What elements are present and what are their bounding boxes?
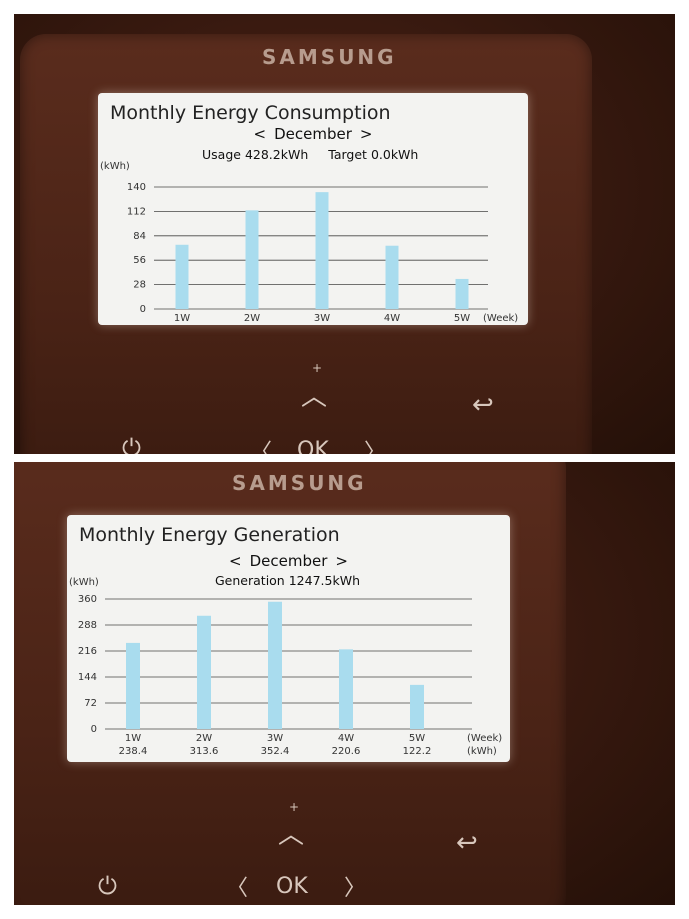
- y-axis-label: (kWh): [100, 161, 130, 172]
- prev-month-button[interactable]: <: [229, 552, 242, 570]
- x-tick-label: 2W: [196, 733, 212, 744]
- value-label: 122.2: [403, 746, 432, 757]
- summary-line: Usage 428.2kWh Target 0.0kWh: [202, 147, 422, 162]
- y-tick-label: 140: [127, 182, 146, 193]
- target-value: 0.0kWh: [370, 147, 419, 162]
- screen-title: Monthly Energy Generation: [79, 524, 340, 546]
- y-tick-label: 0: [140, 304, 146, 315]
- x-tick-label: 3W: [314, 313, 330, 324]
- left-arrow-button[interactable]: 〈: [250, 440, 273, 454]
- month-navigator: < December >: [67, 552, 510, 570]
- screen-title: Monthly Energy Consumption: [110, 102, 391, 124]
- next-month-button[interactable]: >: [335, 552, 348, 570]
- x-tick-label: 1W: [125, 733, 141, 744]
- up-arrow-button[interactable]: ︿: [278, 820, 305, 850]
- bar: [339, 649, 353, 729]
- x-tick-label: 2W: [244, 313, 260, 324]
- value-label: 238.4: [119, 746, 148, 757]
- bar: [126, 642, 140, 729]
- plus-icon: +: [289, 800, 300, 814]
- y-tick-label: 360: [78, 594, 97, 605]
- right-arrow-button[interactable]: 〉: [364, 440, 387, 454]
- month-label: December: [249, 552, 328, 570]
- y-tick-label: 0: [91, 724, 97, 735]
- generation-chart: (kWh) 0 72 144 216 288 360 1W 238.4 2W 313.6 3W 352.…: [69, 577, 502, 757]
- right-arrow-button[interactable]: 〉: [344, 876, 367, 901]
- bar: [175, 244, 189, 309]
- back-button[interactable]: ↩: [456, 828, 478, 858]
- x-unit-label: (Week): [483, 313, 518, 324]
- value-unit-label: (kWh): [467, 746, 497, 757]
- y-tick-label: 84: [133, 231, 146, 242]
- x-unit-label: (Week): [467, 733, 502, 744]
- plus-icon: +: [312, 361, 323, 375]
- x-tick-label: 4W: [384, 313, 400, 324]
- usage-value: 428.2kWh: [244, 147, 309, 162]
- y-tick-label: 112: [127, 206, 146, 217]
- bar: [245, 210, 259, 309]
- summary-line: Generation 1247.5kWh: [215, 573, 364, 588]
- value-label: 313.6: [190, 746, 219, 757]
- x-tick-label: 4W: [338, 733, 354, 744]
- consumption-chart: (kWh)02856841121401W73.72W113.23W134.14W…: [100, 161, 518, 324]
- y-tick-label: 288: [78, 620, 97, 631]
- y-tick-label: 56: [133, 255, 146, 266]
- x-tick-label: 1W: [174, 313, 190, 324]
- bar: [268, 601, 282, 729]
- ok-button[interactable]: OK: [297, 438, 329, 454]
- left-arrow-button[interactable]: 〈: [226, 876, 249, 901]
- y-tick-label: 72: [84, 698, 97, 709]
- month-navigator: < December >: [98, 125, 528, 143]
- usage-label: Usage: [202, 147, 241, 162]
- x-tick-label: 3W: [267, 733, 283, 744]
- bar: [455, 278, 469, 309]
- photo-generation: SAMSUNG Monthly Energy Generation < Decem…: [14, 462, 675, 905]
- bar: [385, 245, 399, 309]
- screen-consumption: Monthly Energy Consumption < December > Us…: [98, 93, 528, 325]
- y-tick-label: 28: [133, 280, 146, 291]
- ok-button[interactable]: OK: [276, 874, 308, 899]
- x-tick-label: 5W: [454, 313, 470, 324]
- generation-label: Generation: [215, 573, 285, 588]
- y-axis-label: (kWh): [69, 577, 99, 588]
- y-tick-label: 216: [78, 646, 97, 657]
- power-button[interactable]: ⏻: [122, 434, 141, 454]
- up-arrow-button[interactable]: ︿: [301, 382, 328, 412]
- power-button[interactable]: ⏻: [98, 872, 117, 900]
- generation-value: 1247.5kWh: [288, 573, 360, 588]
- prev-month-button[interactable]: <: [253, 125, 267, 143]
- next-month-button[interactable]: >: [359, 125, 373, 143]
- bar: [197, 615, 211, 729]
- bar: [315, 192, 329, 309]
- photo-consumption: SAMSUNG Monthly Energy Consumption < Dece…: [14, 14, 675, 454]
- value-label: 220.6: [332, 746, 361, 757]
- x-tick-label: 5W: [409, 733, 425, 744]
- back-button[interactable]: ↩: [472, 390, 494, 420]
- target-label: Target: [328, 147, 367, 162]
- brand-logo: SAMSUNG: [232, 471, 367, 495]
- bar: [410, 684, 424, 729]
- brand-logo: SAMSUNG: [262, 45, 397, 69]
- screen-generation: Monthly Energy Generation < December > Gen…: [67, 515, 510, 762]
- value-label: 352.4: [261, 746, 290, 757]
- month-label: December: [274, 125, 352, 143]
- y-tick-label: 144: [78, 672, 97, 683]
